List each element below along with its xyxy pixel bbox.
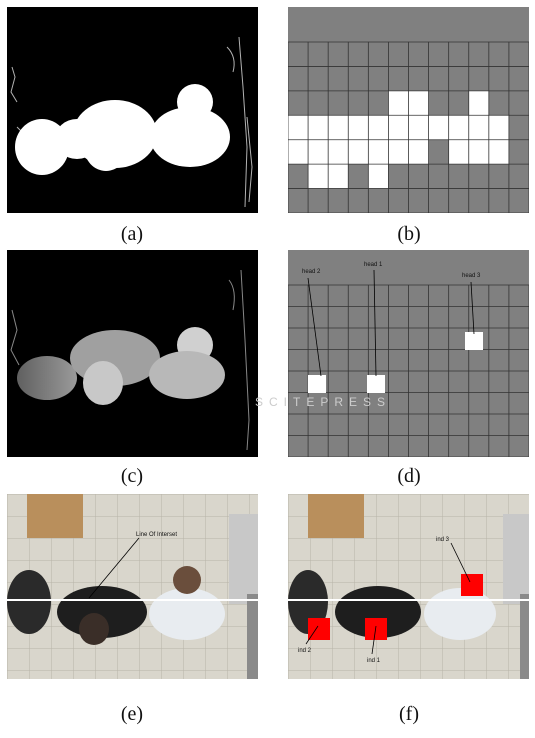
head-3-label: head 3 bbox=[462, 273, 481, 279]
grid-cell bbox=[288, 139, 309, 165]
head-2-cell bbox=[308, 375, 326, 393]
grid-cell bbox=[368, 139, 389, 165]
grid-cell bbox=[388, 90, 409, 116]
caption-f: (f) bbox=[399, 703, 419, 725]
caption-e: (e) bbox=[120, 703, 144, 725]
grid-cell bbox=[308, 115, 329, 140]
person-left bbox=[7, 570, 51, 634]
grid-cell bbox=[348, 115, 369, 140]
ind-3-marker bbox=[461, 574, 483, 596]
grid-cell bbox=[308, 139, 329, 165]
grid-cell bbox=[408, 139, 429, 165]
grid-cell bbox=[388, 115, 409, 140]
watermark: SCITEPRESS bbox=[255, 395, 392, 409]
ind-1-marker bbox=[365, 618, 387, 640]
grid-cell bbox=[448, 139, 469, 165]
ind-1-label: ind 1 bbox=[367, 658, 381, 664]
panel-f: ind 3 ind 2 ind 1 bbox=[288, 494, 529, 679]
grid-cell bbox=[468, 115, 489, 140]
head-1-cell bbox=[367, 375, 385, 393]
grid-cell bbox=[348, 139, 369, 165]
panel-a bbox=[7, 7, 258, 213]
grid-cell bbox=[308, 164, 329, 189]
grid-cell bbox=[408, 90, 429, 116]
grid-cell bbox=[408, 115, 429, 140]
grid-cell bbox=[428, 115, 449, 140]
grid-cell bbox=[388, 139, 409, 165]
caption-a: (a) bbox=[120, 223, 144, 245]
cardboard-box bbox=[27, 494, 83, 538]
equipment bbox=[229, 514, 258, 604]
grid-cell bbox=[488, 115, 509, 140]
head-1-label: head 1 bbox=[364, 262, 383, 268]
ind-2-marker bbox=[308, 618, 330, 640]
head-2-label: head 2 bbox=[302, 269, 321, 275]
grid-cell bbox=[328, 164, 349, 189]
grid-cell bbox=[368, 164, 389, 189]
line-of-interest-label: Line Of Interset bbox=[136, 532, 177, 538]
panel-b bbox=[288, 7, 529, 213]
panel-e: Line Of Interset bbox=[7, 494, 258, 679]
panel-c bbox=[7, 250, 258, 457]
ind-3-label: ind 3 bbox=[436, 537, 450, 543]
grid-cell bbox=[328, 115, 349, 140]
grid-cell bbox=[468, 90, 489, 116]
grid-cell bbox=[448, 115, 469, 140]
grid-cell bbox=[368, 115, 389, 140]
caption-d: (d) bbox=[397, 465, 421, 487]
head-3-cell bbox=[465, 332, 483, 350]
grid-cell bbox=[468, 139, 489, 165]
panel-d: head 2 head 1 head 3 bbox=[288, 250, 529, 457]
grid-cell bbox=[328, 139, 349, 165]
person-right bbox=[149, 588, 225, 640]
grid-cell bbox=[488, 139, 509, 165]
ind-2-label: ind 2 bbox=[298, 648, 312, 654]
grid-cell bbox=[288, 115, 309, 140]
caption-c: (c) bbox=[120, 465, 144, 487]
caption-b: (b) bbox=[397, 223, 421, 245]
